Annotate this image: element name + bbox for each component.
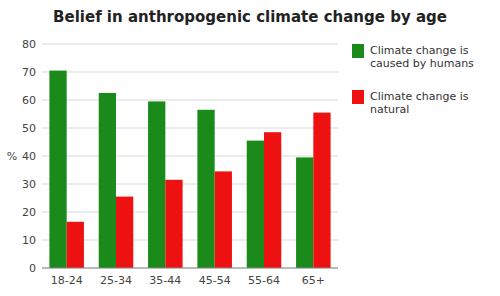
grid: [42, 44, 338, 268]
bar: [148, 101, 165, 268]
bar: [215, 171, 232, 268]
legend-label: Climate change isnatural: [370, 90, 469, 116]
y-tick-label: 10: [22, 234, 36, 247]
x-axis-line: [42, 268, 338, 269]
bar: [247, 141, 264, 268]
bar: [99, 93, 116, 268]
bar: [264, 132, 281, 268]
grid-line: [42, 156, 338, 157]
grid-line: [42, 240, 338, 241]
grid-line: [42, 212, 338, 213]
grid-line: [42, 100, 338, 101]
y-tick-label: 40: [22, 150, 36, 163]
bar: [116, 197, 133, 268]
bar: [67, 222, 84, 268]
y-tick-label: 50: [22, 122, 36, 135]
bar: [296, 157, 313, 268]
grid-line: [42, 128, 338, 129]
bar: [49, 71, 66, 268]
grid-line: [42, 72, 338, 73]
x-tick-label: 45-54: [199, 274, 231, 287]
legend-swatch: [352, 90, 364, 104]
title: Belief in anthropogenic climate change b…: [53, 8, 447, 26]
grid-line: [42, 44, 338, 45]
bar: [165, 180, 182, 268]
x-tick-label: 65+: [302, 274, 325, 287]
grid-line: [42, 184, 338, 185]
y-tick-label: 70: [22, 66, 36, 79]
y-tick-label: 20: [22, 206, 36, 219]
x-tick-label: 55-64: [248, 274, 280, 287]
legend: Climate change iscaused by humans Climate…: [352, 44, 474, 116]
y-axis-label: %: [7, 150, 17, 163]
x-tick-label: 35-44: [149, 274, 181, 287]
grid-line: [42, 268, 338, 269]
y-tick-label: 0: [29, 262, 36, 275]
y-tick-label: 30: [22, 178, 36, 191]
chart-container: Belief in anthropogenic climate change b…: [0, 0, 500, 296]
legend-swatch: [352, 44, 364, 58]
y-tick-label: 60: [22, 94, 36, 107]
x-tick-label: 25-34: [100, 274, 132, 287]
bar: [313, 113, 330, 268]
x-tick-label: 18-24: [51, 274, 83, 287]
bars: [49, 71, 330, 268]
bar: [197, 110, 214, 268]
y-tick-label: 80: [22, 38, 36, 51]
legend-label: Climate change iscaused by humans: [370, 44, 474, 70]
chart: Belief in anthropogenic climate change b…: [0, 0, 500, 296]
